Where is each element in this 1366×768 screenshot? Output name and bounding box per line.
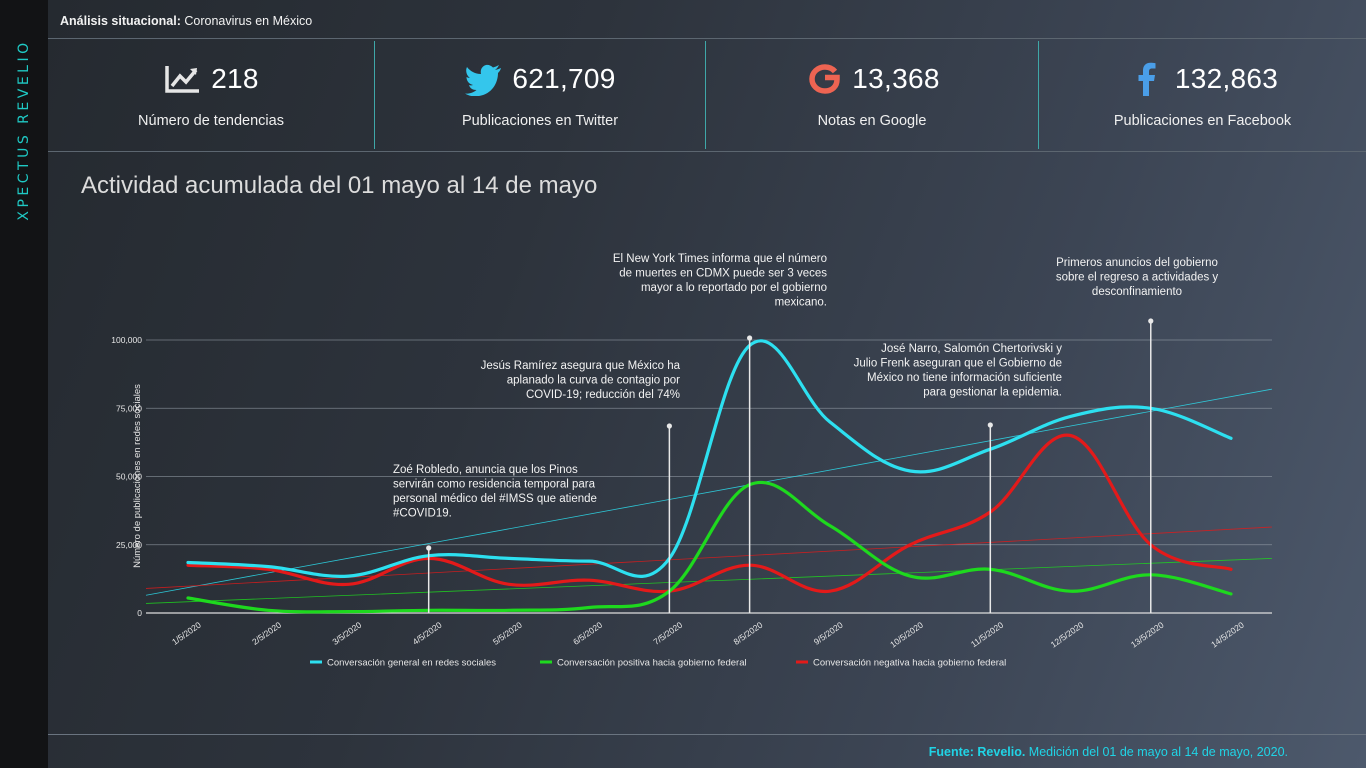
page-header: Análisis situacional: Coronavirus en Méx… (60, 14, 312, 28)
event-annotation-text: #COVID19. (393, 508, 452, 520)
legend-label: Conversación negativa hacia gobierno fed… (813, 658, 1006, 669)
chart-title: Actividad acumulada del 01 mayo al 14 de… (81, 172, 598, 199)
header-title-bold: Análisis situacional: (60, 14, 181, 28)
event-annotation-text: sobre el regreso a actividades y (1056, 272, 1219, 284)
facebook-icon (1138, 62, 1156, 96)
x-tick-label: 13/5/2020 (1129, 620, 1166, 650)
kpi-row: 218 Número de tendencias 621,709 Publica… (48, 38, 1366, 152)
event-annotation-text: Julio Frenk aseguran que el Gobierno de (854, 358, 1062, 370)
sidebar: XPECTUS REVELIO (0, 0, 48, 768)
kpi-label: Número de tendencias (138, 113, 284, 129)
footer-source-rest: Medición del 01 de mayo al 14 de mayo, 2… (1025, 745, 1288, 759)
y-tick-label: 50,000 (116, 472, 142, 482)
event-marker-dot (426, 545, 432, 551)
activity-line-chart: 0 25,000 50,000 75,000 100,000 Número de publ… (111, 253, 1273, 669)
google-icon (809, 64, 841, 94)
x-tick-label: 3/5/2020 (330, 620, 363, 647)
event-annotation-text: mayor a lo reportado por el gobierno (641, 282, 827, 294)
brand-text: XPECTUS REVELIO (16, 39, 32, 221)
event-annotation-text: aplanado la curva de contagio por (507, 375, 680, 387)
x-tick-label: 4/5/2020 (411, 620, 444, 647)
y-axis-label: Número de publicaciones en redes sociale… (132, 384, 143, 568)
x-tick-label: 8/5/2020 (732, 620, 765, 647)
event-annotation-text: de muertes en CDMX puede ser 3 veces (619, 268, 827, 280)
kpi-google: 13,368 Notas en Google (706, 39, 1038, 151)
event-marker-dot (747, 335, 753, 341)
y-tick-label: 0 (137, 608, 142, 618)
kpi-value: 621,709 (512, 63, 616, 94)
kpi-value: 13,368 (852, 63, 940, 94)
x-tick-label: 7/5/2020 (651, 620, 684, 647)
x-tick-label: 14/5/2020 (1209, 620, 1246, 650)
kpi-value: 132,863 (1174, 63, 1279, 94)
x-tick-label: 5/5/2020 (491, 620, 524, 647)
y-tick-label: 75,000 (116, 403, 142, 413)
footer-divider (48, 734, 1366, 735)
x-tick-label: 2/5/2020 (250, 620, 283, 647)
y-tick-label: 100,000 (111, 335, 142, 345)
kpi-divider (1038, 41, 1039, 149)
kpi-value: 218 (211, 63, 259, 94)
kpi-twitter: 621,709 Publicaciones en Twitter (375, 39, 705, 151)
x-tick-label: 10/5/2020 (888, 620, 925, 650)
event-annotation-text: mexicano. (775, 297, 827, 309)
event-annotation-text: José Narro, Salomón Chertorivski y (881, 343, 1062, 355)
event-annotation-text: personal médico del #IMSS que atiende (393, 493, 597, 505)
legend-label: Conversación positiva hacia gobierno fed… (557, 658, 747, 669)
trend-chart-icon (165, 66, 200, 93)
brand-logo: XPECTUS REVELIO (0, 0, 48, 260)
dashboard-main: Análisis situacional: Coronavirus en Méx… (48, 0, 1366, 768)
event-marker-dot (987, 422, 993, 428)
event-annotation-text: servirán como residencia temporal para (393, 479, 596, 491)
event-annotation-text: El New York Times informa que el número (613, 253, 827, 265)
y-tick-label: 25,000 (116, 540, 142, 550)
x-tick-label: 1/5/2020 (170, 620, 203, 647)
kpi-label: Publicaciones en Twitter (461, 113, 619, 129)
kpi-label: Publicaciones en Facebook (1113, 113, 1292, 129)
x-tick-label: 9/5/2020 (812, 620, 845, 647)
x-tick-label: 11/5/2020 (969, 620, 1005, 650)
event-annotation-text: México no tiene información suficiente (867, 372, 1062, 384)
kpi-label: Notas en Google (817, 113, 927, 129)
series-line (186, 481, 1233, 614)
event-marker-dot (1148, 318, 1154, 324)
event-annotation-text: COVID-19; reducción del 74% (526, 389, 680, 401)
x-tick-label: 12/5/2020 (1049, 620, 1086, 650)
event-annotation-text: Primeros anuncios del gobierno (1056, 257, 1218, 269)
event-annotation-text: Jesús Ramírez asegura que México ha (481, 360, 681, 372)
header-title-rest: Coronavirus en México (180, 14, 313, 28)
event-annotation-text: desconfinamiento (1092, 286, 1182, 298)
twitter-icon (465, 64, 502, 96)
legend-label: Conversación general en redes sociales (327, 658, 496, 669)
event-marker-dot (666, 423, 672, 429)
trend-line (145, 388, 1273, 596)
footer-source-bold: Fuente: Revelio. (928, 745, 1026, 759)
kpi-divider (705, 41, 706, 149)
kpi-trends: 218 Número de tendencias (48, 39, 374, 151)
kpi-facebook: 132,863 Publicaciones en Facebook (1039, 39, 1366, 151)
footer-source: Fuente: Revelio. Medición del 01 de mayo… (929, 745, 1288, 759)
x-tick-label: 6/5/2020 (571, 620, 604, 647)
trend-line (145, 558, 1273, 604)
kpi-divider (374, 41, 375, 149)
event-annotation-text: para gestionar la epidemia. (923, 387, 1062, 399)
series-line (186, 339, 1233, 578)
trend-line (145, 526, 1273, 589)
event-annotation-text: Zoé Robledo, anuncia que los Pinos (393, 464, 578, 476)
series-line (186, 433, 1233, 594)
